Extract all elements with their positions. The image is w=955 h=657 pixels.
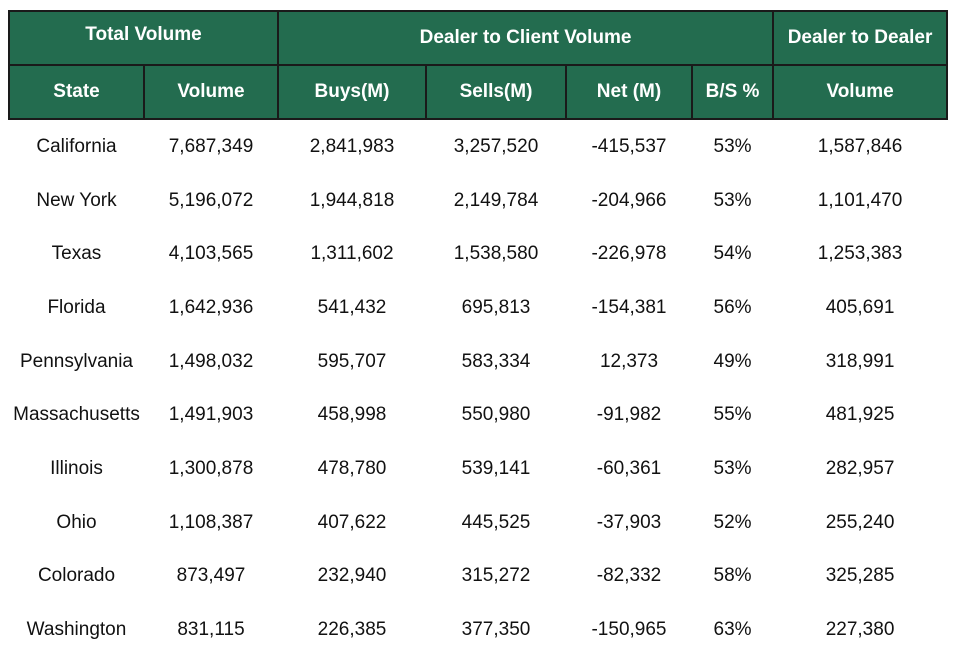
table-row: Illinois 1,300,878 478,780 539,141 -60,361 53… <box>9 442 947 496</box>
table-row: Texas 4,103,565 1,311,602 1,538,580 -226,978… <box>9 227 947 281</box>
table-cell: 1,538,580 <box>453 243 539 265</box>
table-cell: 445,525 <box>461 511 531 533</box>
table-cell: 318,991 <box>825 350 895 372</box>
column-header-row: State Volume Buys(M) Sells(M) Net (M) B/S % Vo… <box>8 64 949 120</box>
table-cell: -37,903 <box>596 511 662 533</box>
table-cell: 458,998 <box>317 404 387 426</box>
table-cell: 539,141 <box>461 457 531 479</box>
group-header: Dealer to Client Volume <box>276 10 775 66</box>
column-header: Buys(M) <box>277 64 427 120</box>
table-cell: 583,334 <box>461 350 531 372</box>
table-cell: 478,780 <box>317 457 387 479</box>
table-cell: Ohio <box>56 511 97 533</box>
table-cell: California <box>36 135 117 157</box>
table-cell: 1,642,936 <box>168 296 254 318</box>
table-cell: 12,373 <box>599 350 659 372</box>
column-header: State <box>8 64 145 120</box>
table-cell: 2,149,784 <box>453 189 539 211</box>
table-cell: 377,350 <box>461 619 531 641</box>
group-header-row: Total Volume Dealer to Client Volume Dea… <box>8 10 949 66</box>
table-cell: 58% <box>713 565 752 587</box>
table-cell: 873,497 <box>176 565 246 587</box>
table-cell: -226,978 <box>591 243 667 265</box>
group-header: Total Volume <box>8 10 279 66</box>
table-cell: 595,707 <box>317 350 387 372</box>
table-cell: -415,537 <box>591 135 667 157</box>
table-cell: -82,332 <box>596 565 662 587</box>
table-cell: 53% <box>713 135 752 157</box>
table-cell: 1,491,903 <box>168 404 254 426</box>
table-cell: 255,240 <box>825 511 895 533</box>
table-cell: 405,691 <box>825 296 895 318</box>
table-row: Colorado 873,497 232,940 315,272 -82,332 58% 3… <box>9 550 947 604</box>
table-cell: -154,381 <box>591 296 667 318</box>
column-header: Sells(M) <box>425 64 567 120</box>
group-header: Dealer to Dealer <box>772 10 949 66</box>
table-cell: Florida <box>47 296 106 318</box>
table-cell: 1,300,878 <box>168 457 254 479</box>
table-cell: 550,980 <box>461 404 531 426</box>
column-header: Net (M) <box>565 64 693 120</box>
table-cell: Pennsylvania <box>19 350 134 372</box>
table-cell: 407,622 <box>317 511 387 533</box>
table-cell: Massachusetts <box>13 404 140 426</box>
table-body: California 7,687,349 2,841,983 3,257,520 -41… <box>9 119 947 657</box>
table-cell: Colorado <box>37 565 116 587</box>
table-cell: Washington <box>26 619 127 641</box>
table-cell: 56% <box>713 296 752 318</box>
table-row: Massachusetts 1,491,903 458,998 550,980 -91,… <box>9 388 947 442</box>
table-cell: 53% <box>713 457 752 479</box>
table-cell: 1,944,818 <box>309 189 395 211</box>
table-cell: 1,108,387 <box>168 511 254 533</box>
table-cell: New York <box>36 189 117 211</box>
table-cell: 1,498,032 <box>168 350 254 372</box>
table-cell: 1,587,846 <box>817 135 903 157</box>
table-cell: -60,361 <box>596 457 662 479</box>
column-header: B/S % <box>690 64 775 120</box>
table-cell: -150,965 <box>591 619 667 641</box>
table-cell: 1,311,602 <box>310 243 394 265</box>
volume-table: Total Volume Dealer to Client Volume Dea… <box>8 10 949 657</box>
table-row: Pennsylvania 1,498,032 595,707 583,334 12,37… <box>9 335 947 389</box>
table-cell: 3,257,520 <box>453 135 539 157</box>
table-cell: 695,813 <box>461 296 531 318</box>
table-cell: Texas <box>51 243 102 265</box>
table-cell: 4,103,565 <box>168 243 254 265</box>
table-row: New York 5,196,072 1,944,818 2,149,784 -204,… <box>9 174 947 228</box>
table-cell: 227,380 <box>825 619 895 641</box>
table-cell: 541,432 <box>317 296 387 318</box>
table-header: Total Volume Dealer to Client Volume Dea… <box>8 10 949 120</box>
table-cell: 315,272 <box>461 565 531 587</box>
column-header: Volume <box>143 64 279 120</box>
table-row: California 7,687,349 2,841,983 3,257,520 -41… <box>9 119 947 174</box>
table-cell: 52% <box>713 511 752 533</box>
table-cell: 7,687,349 <box>168 135 254 157</box>
table-cell: 481,925 <box>825 404 895 426</box>
table-cell: 63% <box>713 619 752 641</box>
table-cell: 49% <box>713 350 752 372</box>
table-cell: 53% <box>713 189 752 211</box>
table-cell: 1,101,470 <box>817 189 903 211</box>
table-cell: 54% <box>713 243 752 265</box>
table-row: Washington 831,115 226,385 377,350 -150,965 6… <box>9 603 947 657</box>
table-cell: 226,385 <box>317 619 387 641</box>
table-cell: 831,115 <box>177 619 245 641</box>
table-cell: 55% <box>713 404 752 426</box>
table-cell: 5,196,072 <box>168 189 254 211</box>
table-cell: -91,982 <box>596 404 662 426</box>
table-cell: Illinois <box>50 457 103 479</box>
table-cell: 232,940 <box>317 565 387 587</box>
table-cell: -204,966 <box>591 189 667 211</box>
table-cell: 282,957 <box>825 457 895 479</box>
table-row: Ohio 1,108,387 407,622 445,525 -37,903 52% 255… <box>9 496 947 550</box>
column-header: Volume <box>772 64 949 120</box>
table-cell: 325,285 <box>825 565 895 587</box>
table-cell: 2,841,983 <box>309 135 395 157</box>
table-row: Florida 1,642,936 541,432 695,813 -154,381 56… <box>9 281 947 335</box>
table-cell: 1,253,383 <box>817 243 903 265</box>
